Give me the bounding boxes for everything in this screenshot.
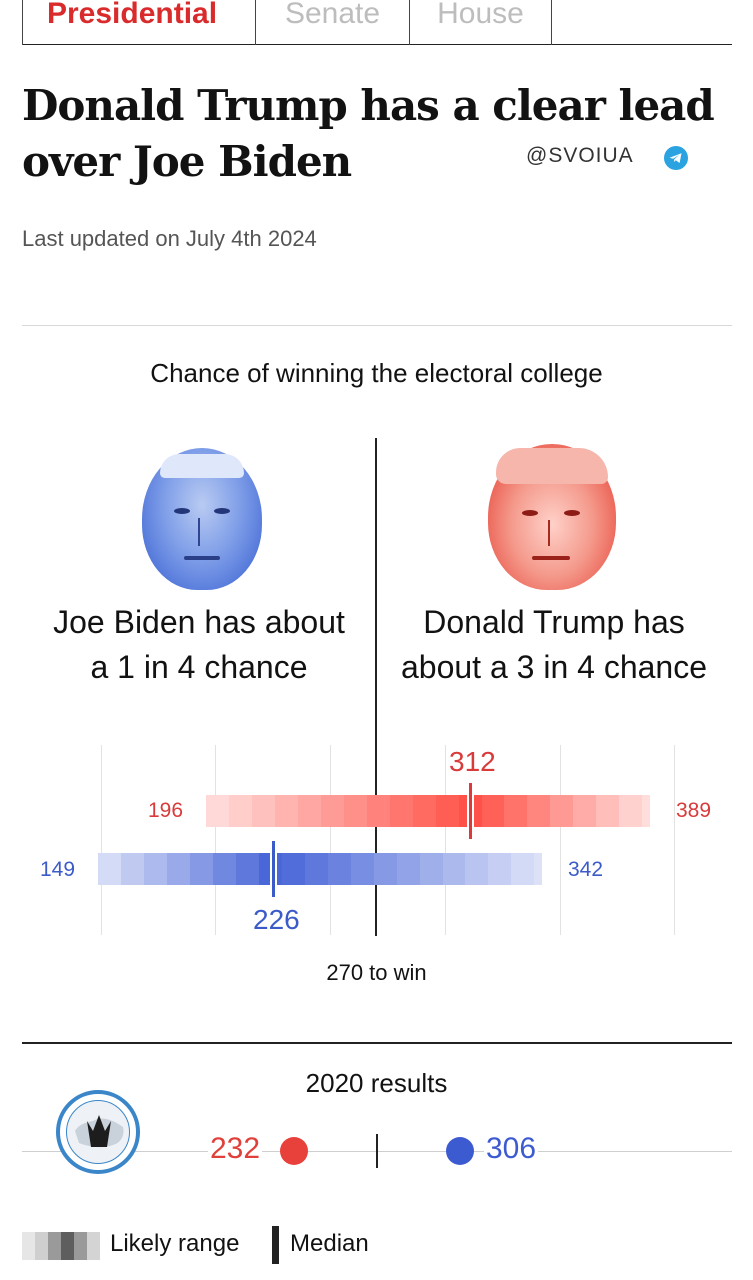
trump-range-segment: [366, 795, 391, 827]
biden-range-segment: [327, 853, 352, 885]
legend-median-swatch: [272, 1226, 279, 1264]
trump-median-label: 312: [449, 746, 496, 777]
trump-range-segment: [343, 795, 368, 827]
biden-range-segment: [396, 853, 421, 885]
biden-range-segment: [213, 853, 237, 885]
legend-range-cell: [48, 1232, 61, 1260]
results-2020-blue-value: 306: [484, 1132, 539, 1166]
trump-range-segment: [642, 795, 650, 827]
chart-gridline: [215, 745, 216, 935]
legend-range-label: Likely range: [110, 1230, 240, 1257]
biden-chance-text: Joe Biden has about a 1 in 4 chance: [40, 600, 358, 690]
trump-range-segment: [619, 795, 643, 827]
biden-high-label: 342: [568, 858, 604, 881]
chart-gridline: [330, 745, 331, 935]
legend-range-cell: [87, 1232, 100, 1260]
tab-presidential[interactable]: Presidential: [22, 0, 256, 45]
results-center-tick: [376, 1134, 378, 1168]
biden-range-segment: [144, 853, 168, 885]
trump-low-label: 196: [148, 799, 184, 822]
tab-presidential-label: Presidential: [47, 0, 218, 30]
trump-portrait: [488, 444, 616, 590]
channel-handle: @SVOIUA: [526, 144, 634, 167]
last-updated: Last updated on July 4th 2024: [22, 226, 317, 251]
tab-house[interactable]: House: [410, 0, 552, 45]
tab-house-label: House: [437, 0, 524, 30]
chart-gridline: [445, 745, 446, 935]
trump-range-segment: [389, 795, 414, 827]
trump-range-segment: [320, 795, 345, 827]
legend-range-cell: [22, 1232, 35, 1260]
chart-gridline: [560, 745, 561, 935]
biden-chance-line2: a 1 in 4 chance: [90, 649, 308, 685]
tab-senate[interactable]: Senate: [256, 0, 410, 45]
trump-range-segment: [275, 795, 299, 827]
trump-range-segment: [573, 795, 597, 827]
divider: [22, 1042, 732, 1044]
biden-range-segment: [488, 853, 512, 885]
biden-range-segment: [350, 853, 375, 885]
biden-range-segment: [98, 853, 122, 885]
trump-chance-line2: about a 3 in 4 chance: [400, 649, 707, 685]
trump-range-segment: [504, 795, 528, 827]
results-2020-blue-dot: [446, 1137, 474, 1165]
telegram-icon: [664, 146, 688, 170]
results-2020-red-dot: [280, 1137, 308, 1165]
biden-median-label: 226: [253, 904, 300, 935]
biden-low-label: 149: [40, 858, 76, 881]
legend-median-label: Median: [290, 1230, 369, 1257]
biden-range-segment: [534, 853, 542, 885]
section-title: Chance of winning the electoral college: [150, 358, 603, 388]
trump-chance-text: Donald Trump has about a 3 in 4 chance: [388, 600, 720, 690]
center-divider: [375, 438, 377, 936]
trump-range-segment: [252, 795, 276, 827]
trump-range-segment: [481, 795, 506, 827]
chart-gridline: [674, 745, 675, 935]
trump-range-segment: [435, 795, 460, 827]
biden-range-segment: [419, 853, 444, 885]
biden-range-segment: [167, 853, 191, 885]
tab-senate-label: Senate: [284, 0, 381, 30]
results-2020-title: 2020 results: [305, 1068, 448, 1098]
legend-range-cell: [35, 1232, 48, 1260]
biden-range-segment: [373, 853, 398, 885]
trump-chance-line1: Donald Trump has: [423, 604, 685, 640]
biden-range-segment: [511, 853, 535, 885]
biden-range-segment: [442, 853, 467, 885]
biden-range-segment: [190, 853, 214, 885]
chart-gridline: [101, 745, 102, 935]
trump-range-segment: [596, 795, 620, 827]
biden-range-segment: [236, 853, 260, 885]
legend-range-cell: [74, 1232, 87, 1260]
legend-range-cell: [61, 1232, 74, 1260]
race-tabs: Presidential Senate House: [22, 0, 732, 45]
biden-range-segment: [304, 853, 329, 885]
biden-range-segment: [465, 853, 489, 885]
trump-range-segment: [527, 795, 551, 827]
trump-range-segment: [229, 795, 253, 827]
biden-median-marker: [270, 841, 278, 897]
headline: Donald Trump has a clear lead over Joe B…: [22, 81, 715, 186]
biden-range-segment: [281, 853, 306, 885]
results-2020-red-value: 232: [208, 1132, 263, 1166]
threshold-label: 270 to win: [326, 960, 427, 985]
biden-chance-line1: Joe Biden has about: [53, 604, 345, 640]
divider: [22, 325, 732, 326]
biden-portrait: [142, 448, 262, 590]
trump-range-segment: [412, 795, 437, 827]
trump-range-segment: [550, 795, 574, 827]
channel-seal-logo: [56, 1090, 140, 1174]
trump-high-label: 389: [676, 799, 712, 822]
trump-range-segment: [298, 795, 322, 827]
trump-range-segment: [206, 795, 230, 827]
biden-range-segment: [121, 853, 145, 885]
trump-median-marker: [467, 783, 475, 839]
